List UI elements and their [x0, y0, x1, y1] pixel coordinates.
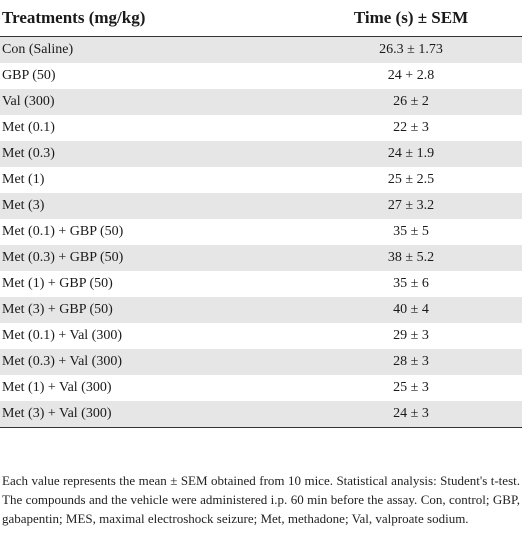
time-cell: 40 ± 4: [393, 302, 429, 317]
table-row: Met (0.1) 22 ± 3: [0, 115, 522, 141]
treatment-cell: Met (0.1) + Val (300): [2, 328, 123, 343]
treatment-cell: Val (300): [2, 94, 55, 109]
table-row: Met (3) + GBP (50) 40 ± 4: [0, 297, 522, 323]
table-row: Met (0.3) 24 ± 1.9: [0, 141, 522, 167]
table-row: Val (300) 26 ± 2: [0, 89, 522, 115]
table-body: Con (Saline) 26.3 ± 1.73 GBP (50) 24 + 2…: [0, 36, 522, 428]
treatment-cell: Met (0.1) + GBP (50): [2, 224, 124, 239]
header-row: Treatments (mg/kg) Time (s) ± SEM: [0, 0, 522, 37]
treatment-cell: Met (1) + GBP (50): [2, 276, 113, 291]
results-table: Treatments (mg/kg) Time (s) ± SEM Con (S…: [0, 0, 522, 428]
time-cell: 35 ± 5: [393, 224, 429, 239]
time-cell: 28 ± 3: [393, 354, 429, 369]
time-cell: 25 ± 3: [393, 380, 429, 395]
table-row: GBP (50) 24 + 2.8: [0, 63, 522, 89]
time-cell: 22 ± 3: [393, 120, 429, 135]
treatment-cell: Con (Saline): [2, 42, 74, 57]
table-header: Treatments (mg/kg) Time (s) ± SEM: [0, 0, 522, 37]
treatment-cell: Met (1): [2, 172, 45, 187]
time-cell: 35 ± 6: [393, 276, 429, 291]
time-cell: 24 ± 3: [393, 406, 429, 421]
table-row: Met (0.3) + GBP (50) 38 ± 5.2: [0, 245, 522, 271]
header-treatments: Treatments (mg/kg): [2, 8, 146, 27]
treatment-cell: GBP (50): [2, 68, 56, 83]
table-footnote: Each value represents the mean ± SEM obt…: [2, 473, 520, 526]
table-row: Met (1) + Val (300) 25 ± 3: [0, 375, 522, 401]
table-row: Met (1) + GBP (50) 35 ± 6: [0, 271, 522, 297]
time-cell: 26.3 ± 1.73: [379, 42, 443, 57]
table-row: Met (3) 27 ± 3.2: [0, 193, 522, 219]
header-time-sem: Time (s) ± SEM: [353, 8, 469, 27]
time-cell: 29 ± 3: [393, 328, 429, 343]
time-cell: 26 ± 2: [393, 94, 429, 109]
time-cell: 25 ± 2.5: [387, 172, 435, 187]
treatment-cell: Met (0.3) + GBP (50): [2, 250, 124, 265]
time-cell: 24 ± 1.9: [387, 146, 435, 161]
treatment-cell: Met (0.3): [2, 146, 55, 161]
table-row: Con (Saline) 26.3 ± 1.73: [0, 36, 522, 63]
data-table-container: Treatments (mg/kg) Time (s) ± SEM Con (S…: [0, 0, 522, 428]
table-row: Met (0.3) + Val (300) 28 ± 3: [0, 349, 522, 375]
treatment-cell: Met (0.1): [2, 120, 55, 135]
time-cell: 24 + 2.8: [387, 68, 435, 83]
table-row: Met (1) 25 ± 2.5: [0, 167, 522, 193]
time-cell: 27 ± 3.2: [387, 198, 435, 213]
treatment-cell: Met (0.3) + Val (300): [2, 354, 123, 369]
table-row: Met (0.1) + Val (300) 29 ± 3: [0, 323, 522, 349]
treatment-cell: Met (3) + GBP (50): [2, 302, 113, 317]
time-cell: 38 ± 5.2: [387, 250, 435, 265]
treatment-cell: Met (1) + Val (300): [2, 380, 112, 395]
treatment-cell: Met (3) + Val (300): [2, 406, 112, 421]
table-row: Met (3) + Val (300) 24 ± 3: [0, 401, 522, 428]
treatment-cell: Met (3): [2, 198, 45, 213]
table-row: Met (0.1) + GBP (50) 35 ± 5: [0, 219, 522, 245]
